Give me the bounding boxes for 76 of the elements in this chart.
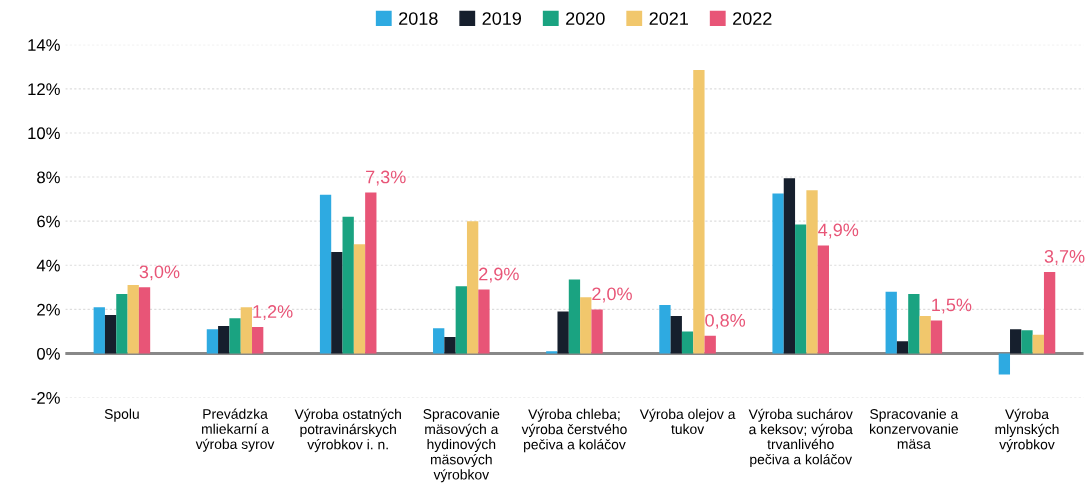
bar: [783, 178, 796, 354]
bar: [772, 193, 784, 354]
x-tick-label: Spracovanie a konzervovanie mäsa: [870, 408, 959, 449]
data-label: 3,0%: [139, 265, 180, 281]
bar: [885, 291, 897, 354]
data-label: 1,5%: [932, 298, 972, 314]
bar: [998, 353, 1011, 375]
y-tick-label: 0%: [37, 347, 60, 360]
bar: [252, 327, 264, 354]
bar: [104, 314, 117, 354]
bar: [817, 245, 829, 354]
bar: [1010, 329, 1022, 354]
bar: [580, 297, 592, 354]
bar: [568, 279, 581, 354]
bar: [353, 244, 366, 354]
legend-label: 2020: [566, 12, 605, 25]
bar: [229, 318, 241, 354]
bar: [1032, 334, 1044, 354]
bar: [319, 194, 332, 354]
bar: [930, 320, 943, 354]
bar: [331, 252, 343, 354]
bar: [681, 331, 694, 354]
y-tick-label: 6%: [37, 215, 60, 228]
bar: [670, 316, 682, 354]
bar: [693, 70, 705, 354]
data-label: 1,2%: [253, 305, 293, 321]
y-tick-label: 4%: [36, 259, 60, 272]
y-tick-label: -2%: [31, 392, 60, 404]
x-tick-label: Výroba suchárov a keksov; výroba trvanlivého pečiva a koláčov: [748, 408, 853, 468]
bar: [919, 316, 931, 354]
bar: [116, 293, 128, 354]
bar: [466, 221, 479, 354]
data-label: 2,9%: [479, 267, 519, 283]
bar: [659, 304, 671, 354]
x-tick-label: Výroba olejov a tukov: [639, 408, 736, 435]
legend-label: 2019: [482, 12, 522, 25]
y-tick-label: 8%: [37, 171, 60, 184]
data-label: 3,7%: [1044, 249, 1085, 265]
bar: [206, 329, 219, 354]
bar: [896, 341, 909, 354]
x-tick-label: Spracovanie mäsových a hydinových mäsových výrobkov: [423, 408, 500, 483]
bar: [218, 325, 230, 354]
bar: [342, 216, 354, 354]
bar: [444, 336, 456, 354]
bar: [795, 224, 807, 354]
bar: [93, 307, 105, 354]
x-tick-label: Prevádzka mliekarní a výroba syrov: [195, 408, 275, 452]
y-tick-label: 14%: [28, 39, 60, 51]
bar: [704, 335, 716, 354]
x-tick-label: Výroba chleba; výroba čerstvého pečiva a koláčov: [521, 408, 627, 453]
bar: [908, 293, 920, 354]
bar: [478, 289, 490, 354]
bar: [138, 287, 151, 354]
bar: [806, 190, 818, 354]
y-tick-label: 12%: [28, 83, 60, 95]
x-tick-label: Výroba ostatných potravinárskych výrobkov i. n.: [294, 408, 401, 453]
bar: [591, 309, 603, 354]
bar: [365, 192, 377, 354]
legend-label: 2022: [733, 12, 772, 25]
bar: [1021, 330, 1033, 354]
bar: [240, 307, 253, 354]
legend-label: 2018: [399, 12, 438, 25]
data-label: 4,9%: [818, 223, 859, 239]
bar: [455, 286, 467, 354]
legend-label: 2021: [649, 12, 688, 25]
x-tick-label: Výroba mlynských výrobkov: [995, 408, 1059, 453]
bar: [433, 328, 445, 354]
data-label: 0,8%: [705, 313, 746, 329]
data-label: 2,0%: [592, 287, 632, 303]
bar: [127, 285, 139, 354]
bar: [1043, 271, 1056, 354]
x-tick-label: Spolu: [104, 408, 139, 422]
bar: [557, 311, 569, 354]
data-label: 7,3%: [366, 170, 406, 186]
y-tick-label: 2%: [37, 303, 60, 316]
y-tick-label: 10%: [28, 127, 60, 140]
